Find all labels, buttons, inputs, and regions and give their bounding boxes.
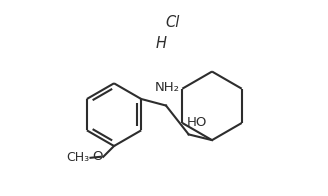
- Text: NH₂: NH₂: [154, 81, 179, 94]
- Text: Cl: Cl: [165, 15, 179, 30]
- Text: HO: HO: [187, 116, 208, 129]
- Text: H: H: [155, 36, 167, 51]
- Text: O: O: [92, 150, 102, 163]
- Text: CH₃: CH₃: [66, 151, 90, 164]
